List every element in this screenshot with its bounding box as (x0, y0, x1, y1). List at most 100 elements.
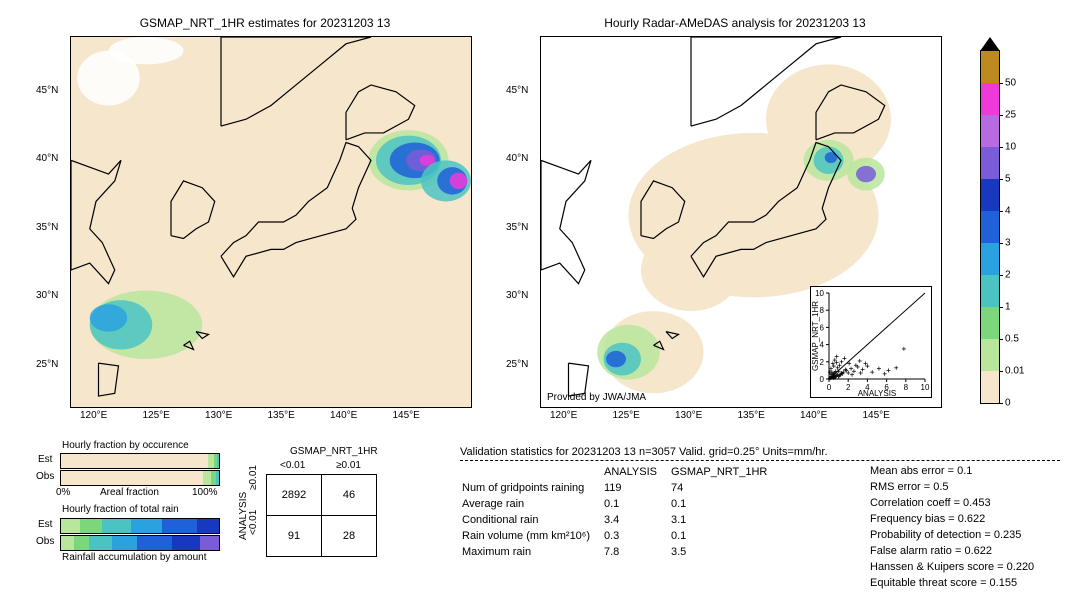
validation-cell: 0.3 (604, 529, 669, 543)
contingency-col-title: GSMAP_NRT_1HR (290, 446, 378, 457)
y-tick: 30°N (506, 290, 528, 301)
x-tick: 145°E (863, 410, 890, 421)
x-tick: 135°E (268, 410, 295, 421)
contingency-colh-1: ≥0.01 (336, 460, 361, 471)
validation-cell: 7.8 (604, 545, 669, 559)
metric-row: Frequency bias = 0.622 (870, 511, 1034, 527)
validation-cell: 0.1 (671, 529, 779, 543)
fraction-occ-100pct: 100% (192, 487, 218, 498)
contingency-cell-00: 2892 (267, 475, 322, 516)
metric-row: Hanssen & Kuipers score = 0.220 (870, 559, 1034, 575)
colorbar-tick: 0.01 (1005, 366, 1024, 377)
fraction-occ-est-bar (60, 453, 220, 469)
colorbar-tick: 5 (1005, 174, 1011, 185)
fraction-rain-est-bar (60, 518, 220, 534)
contingency-cell-11: 28 (322, 516, 377, 557)
fraction-occ-xlabel: Areal fraction (100, 487, 159, 498)
y-tick: 40°N (36, 153, 58, 164)
contingency-rowh-0: <0.01 (248, 510, 259, 535)
right-map-title: Hourly Radar-AMeDAS analysis for 2023120… (530, 16, 940, 30)
svg-text:2: 2 (846, 383, 851, 392)
fraction-occ-est-label: Est (38, 454, 52, 465)
colorbar: 00.010.512345102550 (980, 50, 1000, 404)
x-tick: 145°E (393, 410, 420, 421)
svg-text:GSMAP_NRT_1HR: GSMAP_NRT_1HR (811, 301, 820, 371)
y-tick: 25°N (36, 359, 58, 370)
y-tick: 35°N (506, 222, 528, 233)
fraction-occ-obs-bar (60, 470, 220, 486)
colorbar-tick: 50 (1005, 78, 1016, 89)
left-map-title: GSMAP_NRT_1HR estimates for 20231203 13 (60, 16, 470, 30)
valcol-2: GSMAP_NRT_1HR (671, 465, 779, 479)
fraction-rain-est-label: Est (38, 519, 52, 530)
fraction-occ-0pct: 0% (56, 487, 70, 498)
y-tick: 45°N (506, 85, 528, 96)
svg-text:0: 0 (827, 383, 832, 392)
colorbar-tick: 0.5 (1005, 334, 1019, 345)
colorbar-tick: 1 (1005, 302, 1011, 313)
x-tick: 125°E (143, 410, 170, 421)
fraction-rain-obs-bar (60, 535, 220, 551)
svg-text:10: 10 (815, 289, 824, 298)
svg-text:6: 6 (820, 323, 825, 332)
x-tick: 130°E (205, 410, 232, 421)
x-tick: 125°E (613, 410, 640, 421)
svg-text:4: 4 (820, 341, 825, 350)
y-tick: 40°N (506, 153, 528, 164)
x-tick: 135°E (738, 410, 765, 421)
metric-row: RMS error = 0.5 (870, 479, 1034, 495)
svg-text:0: 0 (820, 375, 825, 384)
validation-cell: 0.1 (604, 497, 669, 511)
svg-text:ANALYSIS: ANALYSIS (858, 389, 897, 397)
contingency-table: 289246 9128 (266, 474, 377, 557)
svg-text:8: 8 (820, 306, 825, 315)
valcol-1: ANALYSIS (604, 465, 669, 479)
y-tick: 30°N (36, 290, 58, 301)
x-tick: 120°E (80, 410, 107, 421)
metrics-list: Mean abs error = 0.1RMS error = 0.5Corre… (870, 463, 1034, 591)
y-tick: 25°N (506, 359, 528, 370)
fraction-occ-title: Hourly fraction by occurence (62, 440, 189, 451)
validation-cell: 3.4 (604, 513, 669, 527)
x-tick: 140°E (800, 410, 827, 421)
x-tick: 120°E (550, 410, 577, 421)
validation-cell: Maximum rain (462, 545, 602, 559)
validation-table: ANALYSIS GSMAP_NRT_1HR Num of gridpoints… (460, 463, 781, 561)
inset-svg: 00224466881010ANALYSISGSMAP_NRT_1HR (811, 287, 931, 397)
contingency-cell-10: 91 (267, 516, 322, 557)
validation-cell: Conditional rain (462, 513, 602, 527)
y-tick: 35°N (36, 222, 58, 233)
colorbar-tick: 25 (1005, 110, 1016, 121)
metric-row: False alarm ratio = 0.622 (870, 543, 1034, 559)
inset-scatter: 00224466881010ANALYSISGSMAP_NRT_1HR (810, 286, 932, 398)
svg-text:8: 8 (904, 383, 909, 392)
metric-row: Correlation coeff = 0.453 (870, 495, 1034, 511)
validation-cell: 3.1 (671, 513, 779, 527)
validation-cell: Rain volume (mm km²10⁶) (462, 529, 602, 543)
fraction-rain-footer: Rainfall accumulation by amount (62, 552, 207, 563)
metric-row: Probability of detection = 0.235 (870, 527, 1034, 543)
x-tick: 130°E (675, 410, 702, 421)
validation-cell: 119 (604, 481, 669, 495)
left-map (70, 36, 472, 408)
fraction-rain-title: Hourly fraction of total rain (62, 504, 179, 515)
left-map-svg (71, 37, 471, 407)
contingency-cell-01: 46 (322, 475, 377, 516)
validation-title: Validation statistics for 20231203 13 n=… (460, 446, 828, 458)
contingency-colh-0: <0.01 (280, 460, 305, 471)
svg-text:10: 10 (921, 383, 930, 392)
valcol-0 (462, 465, 602, 479)
metric-row: Equitable threat score = 0.155 (870, 575, 1034, 591)
svg-text:2: 2 (820, 358, 825, 367)
validation-cell: 0.1 (671, 497, 779, 511)
colorbar-tick: 4 (1005, 206, 1011, 217)
validation-cell: 74 (671, 481, 779, 495)
validation-cell: 3.5 (671, 545, 779, 559)
colorbar-tick: 3 (1005, 238, 1011, 249)
colorbar-tick: 10 (1005, 142, 1016, 153)
validation-cell: Num of gridpoints raining (462, 481, 602, 495)
validation-cell: Average rain (462, 497, 602, 511)
colorbar-tick: 0 (1005, 398, 1011, 409)
colorbar-tick: 2 (1005, 270, 1011, 281)
y-tick: 45°N (36, 85, 58, 96)
